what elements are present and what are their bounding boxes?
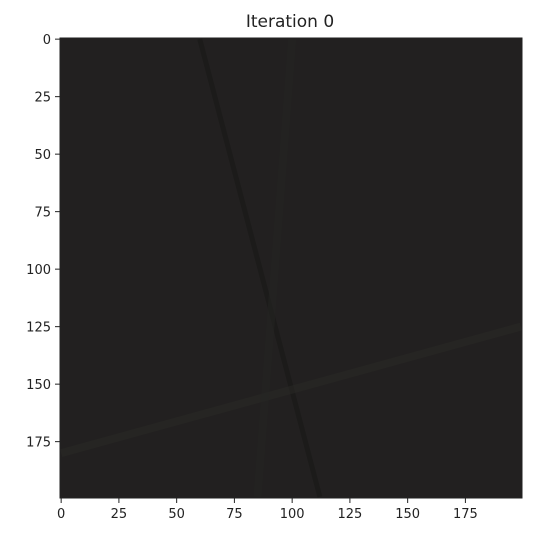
x-tick-label: 50 [168,507,185,522]
x-axis: 0 25 50 75 100 125 150 175 [57,498,478,522]
y-tick-label: 75 [34,206,51,221]
y-tick-label: 175 [26,436,51,451]
x-tick-label: 150 [395,507,420,522]
x-tick-label: 175 [453,507,478,522]
y-tick-label: 125 [26,321,51,336]
y-tick-label: 25 [34,91,51,106]
y-tick-label: 50 [34,148,51,163]
x-tick-label: 0 [57,507,65,522]
y-axis: 0 25 50 75 100 125 150 175 [26,33,60,451]
image-features [60,38,522,498]
x-tick-label: 75 [226,507,243,522]
y-tick-label: 100 [26,263,51,278]
x-tick-label: 25 [111,507,128,522]
image-plot [60,38,522,498]
image-feature-dark-line [197,38,323,498]
image-feature-faint-line [60,322,522,458]
chart-title: Iteration 0 [246,12,334,32]
x-tick-label: 125 [337,507,362,522]
y-tick-label: 150 [26,378,51,393]
x-tick-label: 100 [280,507,305,522]
image-background [60,38,522,498]
image-feature-faint-line [253,38,297,498]
y-tick-label: 0 [43,33,51,48]
plot-frame [59,37,523,499]
